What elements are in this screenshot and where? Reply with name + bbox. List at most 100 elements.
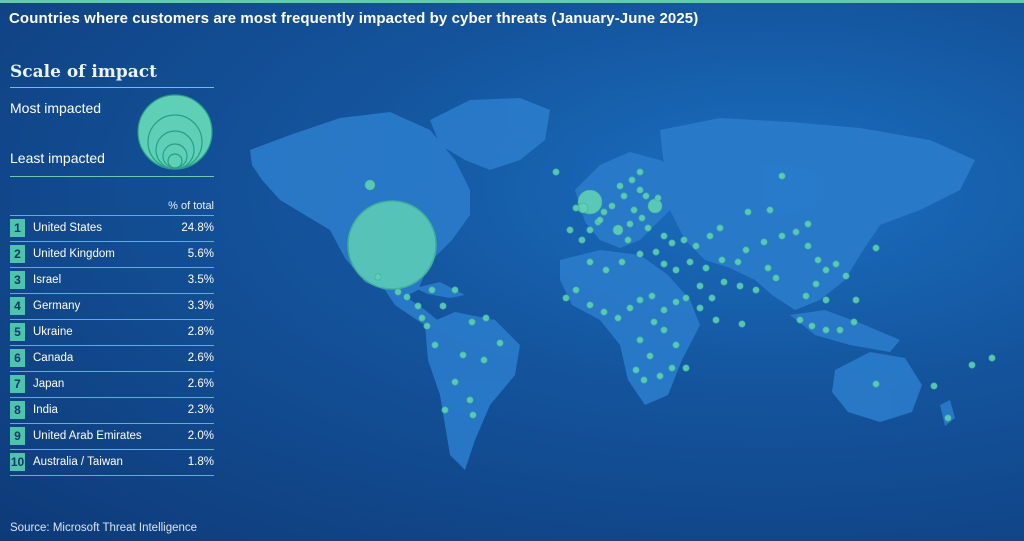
impact-bubble xyxy=(796,316,804,324)
impact-bubble xyxy=(394,288,402,296)
impact-bubble xyxy=(672,266,680,274)
impact-bubble xyxy=(602,266,610,274)
country-name: Canada xyxy=(33,352,74,364)
impact-bubble xyxy=(738,320,746,328)
impact-bubble xyxy=(466,396,474,404)
impact-bubble xyxy=(808,322,816,330)
impact-bubble xyxy=(626,220,634,228)
impact-bubble xyxy=(712,316,720,324)
impact-bubble xyxy=(480,356,488,364)
country-percent: 5.6% xyxy=(187,248,214,260)
scale-box: Most impacted Least impacted xyxy=(10,88,214,177)
scale-circle-3 xyxy=(155,130,195,170)
least-impacted-label: Least impacted xyxy=(10,150,105,166)
ranking-row: 2 United Kingdom 5.6% xyxy=(10,241,214,267)
impact-bubble xyxy=(660,306,668,314)
impact-bubble xyxy=(347,200,437,290)
rank-number: 7 xyxy=(10,375,25,393)
impact-bubble xyxy=(632,366,640,374)
impact-bubble xyxy=(459,351,467,359)
impact-bubble xyxy=(642,192,650,200)
impact-bubble xyxy=(640,376,648,384)
impact-bubble xyxy=(656,372,664,380)
impact-bubble xyxy=(600,208,608,216)
impact-bubble xyxy=(552,168,560,176)
impact-bubble xyxy=(441,406,449,414)
country-percent: 2.0% xyxy=(187,430,214,442)
impact-bubble xyxy=(708,294,716,302)
impact-bubble xyxy=(654,194,662,202)
impact-bubble xyxy=(760,238,768,246)
impact-bubble xyxy=(612,224,624,236)
impact-bubble xyxy=(734,258,742,266)
impact-bubble xyxy=(742,246,750,254)
impact-bubble xyxy=(630,206,638,214)
impact-bubble xyxy=(706,232,714,240)
impact-bubble xyxy=(702,264,710,272)
ranking-row: 1 United States 24.8% xyxy=(10,215,214,241)
most-impacted-label: Most impacted xyxy=(10,100,102,116)
impact-bubble xyxy=(586,258,594,266)
impact-bubble xyxy=(668,239,676,247)
impact-bubble xyxy=(636,336,644,344)
country-name: United States xyxy=(33,222,103,234)
impact-bubble xyxy=(804,242,812,250)
scale-circles xyxy=(137,94,213,170)
ranking-row: 6 Canada 2.6% xyxy=(10,345,214,371)
ranking-row: 9 United Arab Emirates 2.0% xyxy=(10,423,214,449)
impact-bubble xyxy=(832,260,840,268)
scale-circle-1 xyxy=(137,94,213,170)
rank-number: 3 xyxy=(10,271,25,289)
impact-bubble xyxy=(364,179,376,191)
legend-panel: Scale of impact Most impacted Least impa… xyxy=(10,62,214,476)
impact-bubble xyxy=(572,204,580,212)
impact-bubble xyxy=(852,296,860,304)
country-name: Japan xyxy=(33,378,65,390)
impact-bubble xyxy=(636,250,644,258)
impact-bubble xyxy=(822,266,830,274)
impact-bubble xyxy=(646,352,654,360)
impact-bubble xyxy=(836,326,844,334)
impact-bubble xyxy=(620,192,628,200)
impact-bubble xyxy=(778,232,786,240)
impact-bubble xyxy=(720,278,728,286)
ranking-table: 1 United States 24.8% 2 United Kingdom 5… xyxy=(10,215,214,476)
impact-bubble xyxy=(682,364,690,372)
impact-bubble xyxy=(618,258,626,266)
africa-shape xyxy=(560,250,700,405)
impact-bubble xyxy=(572,286,580,294)
impact-bubble xyxy=(814,256,822,264)
country-percent: 3.3% xyxy=(187,300,214,312)
impact-bubble xyxy=(672,341,680,349)
country-percent: 2.6% xyxy=(187,352,214,364)
impact-bubble xyxy=(944,414,952,422)
impact-bubble xyxy=(423,322,431,330)
country-name: Israel xyxy=(33,274,62,286)
impact-bubble xyxy=(636,168,644,176)
impact-bubble xyxy=(626,304,634,312)
impact-bubble xyxy=(988,354,996,362)
central-america-shape xyxy=(385,290,440,330)
rank-number: 5 xyxy=(10,323,25,341)
impact-bubble xyxy=(660,260,668,268)
impact-bubble xyxy=(596,216,604,224)
impact-bubble xyxy=(586,301,594,309)
country-percent: 24.8% xyxy=(181,222,214,234)
impact-bubble xyxy=(650,318,658,326)
impact-bubble xyxy=(414,302,422,310)
pct-column-header: % of total xyxy=(168,200,214,212)
ranking-row: 8 India 2.3% xyxy=(10,397,214,423)
impact-bubble xyxy=(578,236,586,244)
impact-bubble xyxy=(638,214,646,222)
impact-bubble xyxy=(431,341,439,349)
country-name: United Kingdom xyxy=(33,248,115,260)
impact-bubble xyxy=(672,298,680,306)
impact-bubble xyxy=(778,172,786,180)
impact-bubble xyxy=(652,248,660,256)
impact-bubble xyxy=(752,286,760,294)
country-percent: 1.8% xyxy=(187,456,214,468)
impact-bubble xyxy=(660,232,668,240)
impact-bubble xyxy=(439,302,447,310)
impact-bubble xyxy=(718,256,726,264)
